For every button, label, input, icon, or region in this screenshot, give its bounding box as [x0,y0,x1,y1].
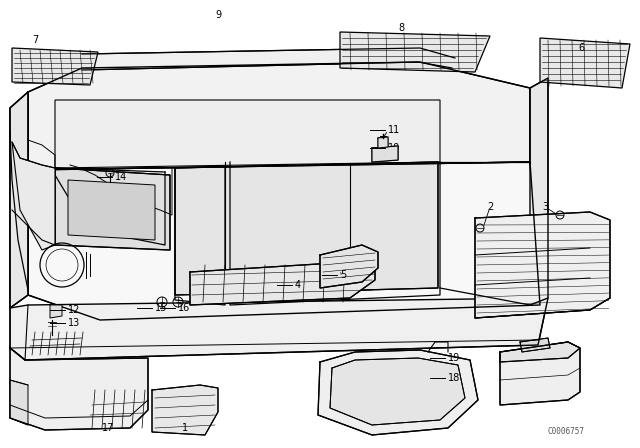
Text: 18: 18 [448,373,460,383]
Polygon shape [55,168,170,250]
Polygon shape [500,342,580,362]
Polygon shape [270,272,310,297]
Text: 3: 3 [542,202,548,212]
Text: 2: 2 [487,202,493,212]
Text: 6: 6 [578,43,584,53]
Polygon shape [68,180,155,240]
Polygon shape [318,350,478,435]
Polygon shape [10,92,28,308]
Polygon shape [175,162,438,295]
Polygon shape [520,338,550,352]
Polygon shape [340,32,490,72]
Text: 12: 12 [68,305,81,315]
Polygon shape [10,348,148,430]
Polygon shape [378,137,388,148]
Text: 10: 10 [388,143,400,153]
Polygon shape [330,358,465,425]
Text: C0006757: C0006757 [548,427,585,436]
Text: 9: 9 [215,10,221,20]
Polygon shape [475,212,610,318]
Polygon shape [78,48,455,70]
Polygon shape [55,100,440,168]
Polygon shape [500,342,580,405]
Text: 5: 5 [340,270,346,280]
Text: 13: 13 [68,318,80,328]
Polygon shape [540,38,630,88]
Polygon shape [190,260,375,305]
Text: 19: 19 [448,353,460,363]
Text: 7: 7 [32,35,38,45]
Text: 17: 17 [102,423,114,433]
Text: 15: 15 [155,303,168,313]
Polygon shape [530,78,548,305]
Text: 16: 16 [178,303,190,313]
Text: 8: 8 [398,23,404,33]
Polygon shape [12,142,55,250]
Polygon shape [10,298,548,360]
Polygon shape [10,380,28,425]
Text: 4: 4 [295,280,301,290]
Text: 14: 14 [115,172,127,182]
Polygon shape [335,255,358,282]
Text: 1: 1 [182,423,188,433]
Text: 11: 11 [388,125,400,135]
Polygon shape [10,92,28,308]
Polygon shape [28,62,530,170]
Polygon shape [12,48,98,85]
Polygon shape [320,245,378,288]
Polygon shape [152,385,218,435]
Polygon shape [372,146,398,162]
Polygon shape [28,162,540,320]
Polygon shape [50,305,62,318]
